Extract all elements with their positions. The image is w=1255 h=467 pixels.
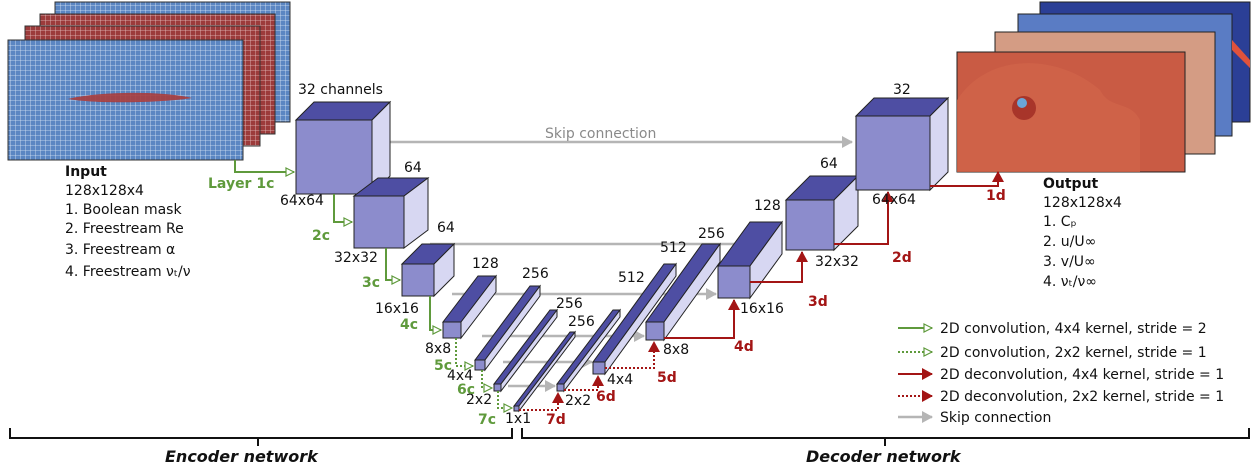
channel-label: 64 <box>404 160 422 176</box>
size-label: 64x64 <box>872 192 916 208</box>
decoder-block-6 <box>854 96 950 192</box>
size-label: 16x16 <box>740 301 784 317</box>
output-item: 3. v/U∞ <box>1043 254 1096 270</box>
output-item: 1. Cₚ <box>1043 214 1077 230</box>
legend-entry: Skip connection <box>898 410 1051 426</box>
decoder-bracket: Decoder network <box>521 428 1250 466</box>
legend-entry: 2D deconvolution, 4x4 kernel, stride = 1 <box>898 367 1224 383</box>
size-label: 2x2 <box>466 392 492 408</box>
output-item: 4. νₜ/ν∞ <box>1043 274 1097 290</box>
decoder-labels: 512 512 256 128 64 32 2x2 4x4 8x8 16x16 … <box>546 82 1006 428</box>
legend-label: Skip connection <box>940 410 1051 426</box>
legend-label: 2D deconvolution, 2x2 kernel, stride = 1 <box>940 389 1224 405</box>
input-item: 2. Freestream Re <box>65 221 184 237</box>
channel-label: 256 <box>568 314 595 330</box>
size-label: 4x4 <box>447 368 473 384</box>
layer-label: 1d <box>986 188 1006 204</box>
decoder-block-2 <box>592 262 677 376</box>
size-label: 8x8 <box>663 342 689 358</box>
input-description: Input 128x128x4 1. Boolean mask 2. Frees… <box>65 164 191 280</box>
encoder-block-4 <box>441 274 498 340</box>
channel-label: 32 channels <box>298 82 383 98</box>
encoder-block-1 <box>294 100 392 196</box>
size-label: 4x4 <box>607 372 633 388</box>
input-image-stack <box>7 1 291 161</box>
layer-label: 4c <box>400 317 418 333</box>
encoder-bracket: Encoder network <box>9 428 513 466</box>
legend-label: 2D convolution, 4x4 kernel, stride = 2 <box>940 321 1207 337</box>
encoder-block-2 <box>352 177 430 249</box>
channel-label: 256 <box>522 266 549 282</box>
encoder-network-label: Encoder network <box>165 447 319 466</box>
layer-label: 5d <box>657 370 677 386</box>
skip-connection-label: Skip connection <box>545 126 656 142</box>
channel-label: 256 <box>556 296 583 312</box>
deconv-arrows <box>519 171 1004 411</box>
encoder-block-5 <box>474 284 541 372</box>
input-title: Input <box>65 164 107 180</box>
layer-label: 5c <box>434 358 452 374</box>
layer-label: 3c <box>362 275 380 291</box>
channel-label: 64 <box>437 220 455 236</box>
decoder-block-1 <box>555 308 622 393</box>
channel-label: 64 <box>820 156 838 172</box>
output-size: 128x128x4 <box>1043 195 1122 211</box>
layer-label: 3d <box>808 294 828 310</box>
output-title: Output <box>1043 176 1099 192</box>
input-item: 1. Boolean mask <box>65 202 182 218</box>
output-image-stack <box>956 1 1251 173</box>
size-label: 2x2 <box>565 393 591 409</box>
layer-label: 6c <box>457 382 475 398</box>
channel-label: 128 <box>754 198 781 214</box>
channel-label: 32 <box>893 82 911 98</box>
encoder-block-6 <box>492 308 559 393</box>
layer-label: 7d <box>546 412 566 428</box>
legend-label: 2D convolution, 2x2 kernel, stride = 1 <box>940 345 1207 361</box>
decoder-block-5 <box>784 174 860 252</box>
layer-label: 2c <box>312 228 330 244</box>
size-label: 16x16 <box>375 301 419 317</box>
decoder-block-3 <box>645 242 721 342</box>
layer-label: 6d <box>596 389 616 405</box>
decoder-blocks <box>555 96 950 393</box>
size-label: 64x64 <box>280 193 324 209</box>
decoder-block-4 <box>717 220 783 300</box>
legend-entry: 2D convolution, 4x4 kernel, stride = 2 <box>898 321 1207 337</box>
legend-label: 2D deconvolution, 4x4 kernel, stride = 1 <box>940 367 1224 383</box>
layer-label: 4d <box>734 339 754 355</box>
legend-entry: 2D convolution, 2x2 kernel, stride = 1 <box>898 345 1207 361</box>
size-label: 32x32 <box>815 254 859 270</box>
legend-entry: 2D deconvolution, 2x2 kernel, stride = 1 <box>898 389 1224 405</box>
size-label: 8x8 <box>425 341 451 357</box>
encoder-labels: 32 channels 64 64 128 256 256 256 64x64 … <box>208 82 595 428</box>
channel-label: 256 <box>698 226 725 242</box>
output-description: Output 128x128x4 1. Cₚ 2. u/U∞ 3. v/U∞ 4… <box>1043 176 1122 290</box>
size-label: 1x1 <box>505 411 531 427</box>
layer-label: 2d <box>892 250 912 266</box>
input-item: 4. Freestream νₜ/ν <box>65 264 191 280</box>
encoder-blocks <box>294 100 577 413</box>
layer-label: 7c <box>478 412 496 428</box>
output-item: 2. u/U∞ <box>1043 234 1096 250</box>
channel-label: 512 <box>618 270 645 286</box>
encoder-block-3 <box>400 242 456 298</box>
decoder-network-label: Decoder network <box>806 447 962 466</box>
input-item: 3. Freestream α <box>65 242 175 258</box>
channel-label: 512 <box>660 240 687 256</box>
size-label: 32x32 <box>334 250 378 266</box>
layer-label: Layer 1c <box>208 176 274 192</box>
input-size: 128x128x4 <box>65 183 144 199</box>
channel-label: 128 <box>472 256 499 272</box>
conv-arrows <box>234 160 512 408</box>
legend: 2D convolution, 4x4 kernel, stride = 2 2… <box>898 321 1224 426</box>
